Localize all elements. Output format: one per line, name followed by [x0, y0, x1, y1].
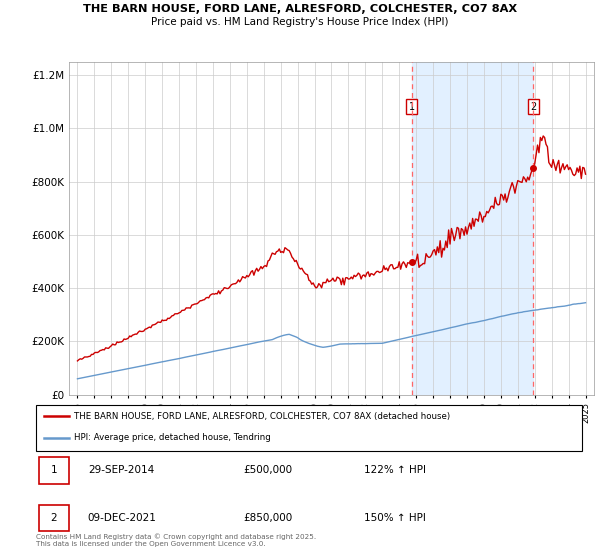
Text: 2: 2 — [530, 102, 536, 112]
Text: 150% ↑ HPI: 150% ↑ HPI — [364, 513, 425, 523]
Bar — [412, 62, 533, 395]
Text: 1: 1 — [50, 465, 57, 475]
Text: £850,000: £850,000 — [244, 513, 293, 523]
Text: 09-DEC-2021: 09-DEC-2021 — [88, 513, 157, 523]
Text: Price paid vs. HM Land Registry's House Price Index (HPI): Price paid vs. HM Land Registry's House … — [151, 17, 449, 27]
Text: 122% ↑ HPI: 122% ↑ HPI — [364, 465, 425, 475]
Text: £500,000: £500,000 — [244, 465, 293, 475]
Text: HPI: Average price, detached house, Tendring: HPI: Average price, detached house, Tend… — [74, 433, 271, 442]
Text: THE BARN HOUSE, FORD LANE, ALRESFORD, COLCHESTER, CO7 8AX (detached house): THE BARN HOUSE, FORD LANE, ALRESFORD, CO… — [74, 412, 451, 421]
Text: 29-SEP-2014: 29-SEP-2014 — [88, 465, 154, 475]
Text: 2: 2 — [50, 513, 57, 523]
Bar — [39, 505, 69, 531]
Text: Contains HM Land Registry data © Crown copyright and database right 2025.
This d: Contains HM Land Registry data © Crown c… — [36, 533, 316, 547]
Bar — [39, 458, 69, 484]
Text: 1: 1 — [409, 102, 415, 112]
Text: THE BARN HOUSE, FORD LANE, ALRESFORD, COLCHESTER, CO7 8AX: THE BARN HOUSE, FORD LANE, ALRESFORD, CO… — [83, 4, 517, 14]
